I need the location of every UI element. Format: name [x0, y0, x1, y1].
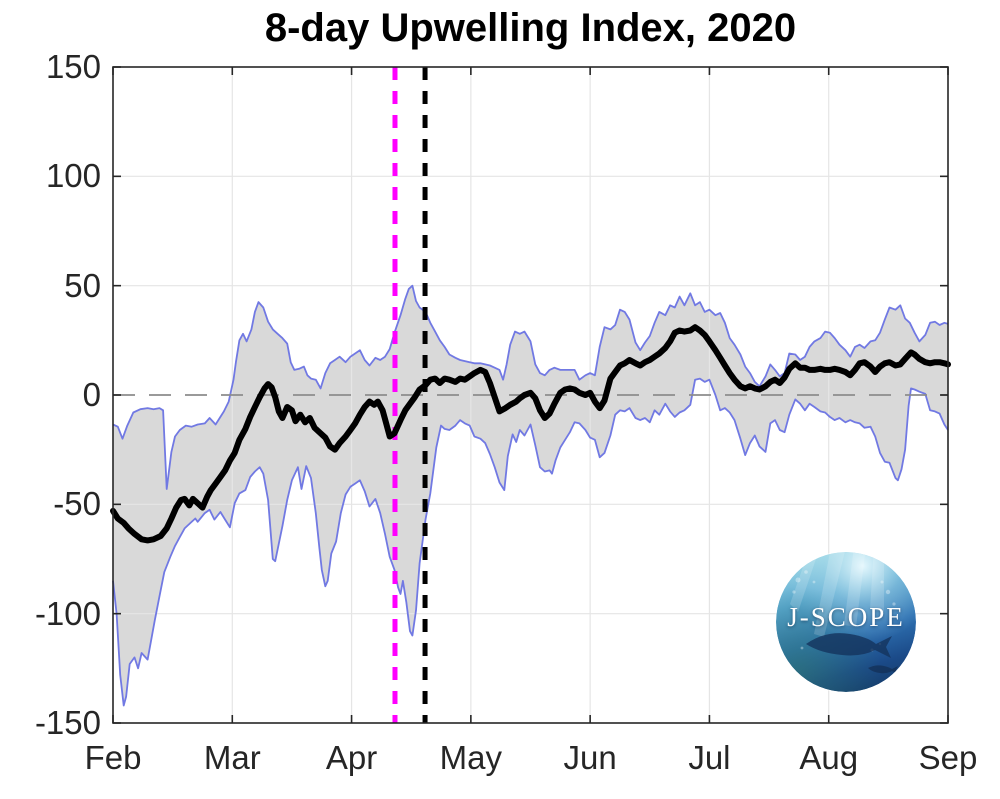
y-tick-label: -100	[34, 594, 101, 632]
x-tick-label: Apr	[325, 739, 378, 776]
x-tick-label: May	[439, 739, 503, 776]
jscope-logo-text: J-SCOPE	[787, 602, 905, 632]
light-rays-icon	[790, 552, 884, 637]
y-tick-label: 50	[64, 266, 101, 304]
jscope-logo-art	[776, 552, 916, 692]
band-upper-edge	[112, 284, 949, 490]
confidence-band	[113, 285, 948, 706]
band-lower-edge	[112, 377, 949, 707]
x-tick-label: Sep	[918, 739, 978, 776]
mean-line-path	[110, 324, 951, 544]
x-tick-label: Aug	[799, 739, 859, 776]
small-fish-icon	[868, 665, 898, 674]
y-tick-label: -50	[53, 485, 101, 523]
x-tick-label: Mar	[203, 739, 261, 776]
axis-border-and-ticks	[112, 66, 949, 724]
x-tick-label: Jun	[563, 739, 617, 776]
confidence-band-fill	[113, 285, 948, 706]
mean-line	[110, 324, 951, 544]
band-edges	[112, 284, 949, 707]
y-tick-label: 0	[82, 376, 101, 413]
y-tick-label: 150	[45, 48, 101, 85]
fish-icon	[806, 633, 892, 658]
chart-title: 8-day Upwelling Index, 2020	[264, 6, 797, 50]
y-tick-label: 100	[45, 157, 101, 195]
jscope-logo: J-SCOPE	[776, 552, 916, 692]
y-tick-label: -150	[34, 704, 101, 741]
x-tick-label: Feb	[84, 739, 142, 776]
x-tick-label: Jul	[688, 739, 731, 776]
